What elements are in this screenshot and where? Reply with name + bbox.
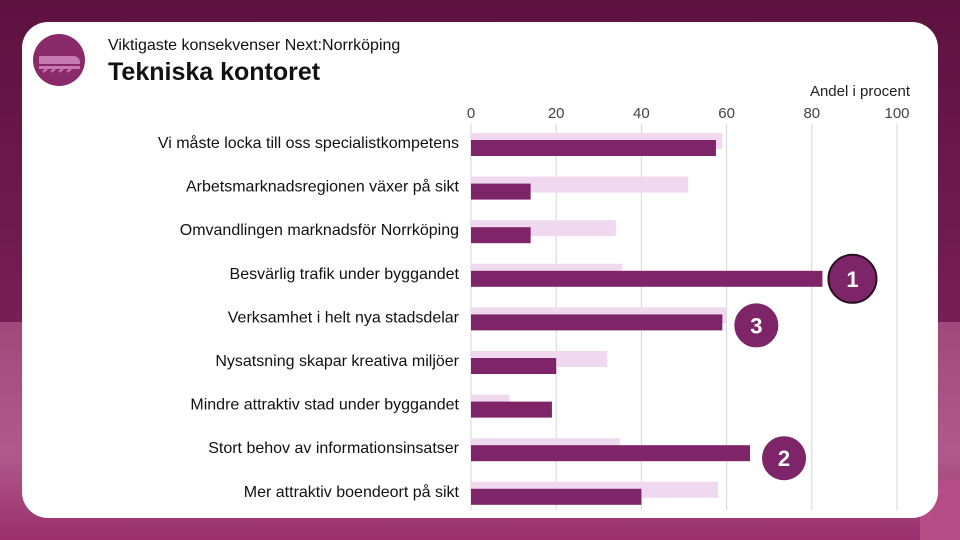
category-label: Vi måste locka till oss specialistkompet… [158, 134, 459, 152]
category-label: Omvandlingen marknadsför Norrköping [180, 222, 459, 239]
x-tick-label: 0 [467, 105, 475, 122]
category-label: Besvärlig trafik under byggandet [230, 266, 460, 283]
rank-badge-label: 3 [750, 313, 762, 338]
category-label: Mindre attraktiv stad under byggandet [190, 397, 459, 414]
axis-unit-label: Andel i procent [809, 83, 911, 100]
rank-badge [732, 301, 781, 350]
train-logo-icon [33, 34, 85, 86]
bar-tekniska-kontoret [471, 488, 642, 505]
category-label: Mer attraktiv boendeort på sikt [244, 483, 460, 501]
category-label: Nysatsning skapar kreativa miljöer [215, 353, 459, 370]
category-label: Arbetsmarknadsregionen växer på sikt [186, 178, 460, 196]
x-tick-label: 60 [718, 105, 735, 122]
rank-badge-label: 1 [846, 267, 858, 292]
bar-tekniska-kontoret [471, 401, 552, 418]
bar-tekniska-kontoret [471, 445, 751, 462]
bar-tekniska-kontoret [471, 270, 823, 287]
bar-tekniska-kontoret [471, 314, 723, 331]
rank-badge [827, 253, 878, 304]
category-label: Stort behov av informationsinsatser [208, 440, 459, 457]
x-tick-label: 100 [884, 105, 909, 122]
bar-tekniska-kontoret [471, 227, 531, 244]
page-title: Tekniska kontoret [108, 58, 321, 86]
x-tick-label: 20 [548, 105, 565, 122]
category-label: Verksamhet i helt nya stadsdelar [228, 309, 460, 326]
rank-badge-label: 2 [778, 446, 790, 471]
bar-tekniska-kontoret [471, 183, 531, 200]
bar-tekniska-kontoret [471, 140, 716, 156]
x-tick-label: 80 [803, 105, 820, 122]
x-tick-label: 40 [633, 105, 650, 122]
rank-badge [760, 434, 809, 483]
page-subtitle: Viktigaste konsekvenser Next:Norrköping [108, 37, 401, 54]
bar-tekniska-kontoret [471, 358, 557, 374]
